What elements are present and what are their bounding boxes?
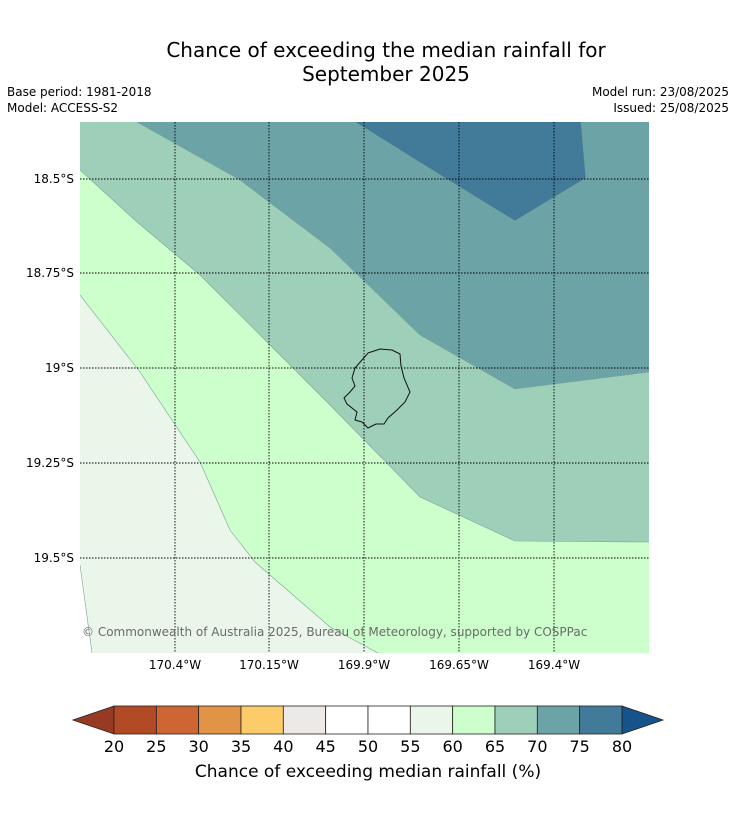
colorbar-tick-label: 50 xyxy=(358,737,378,756)
map-area xyxy=(80,122,649,653)
colorbar-segment xyxy=(155,705,200,735)
page-title: Chance of exceeding the median rainfall … xyxy=(0,38,736,86)
colorbar: 20 25 30 35 40 45 50 55 60 65 70 75 80 xyxy=(71,705,665,756)
lon-label: 170.4°W xyxy=(149,658,201,672)
colorbar-tick-label: 65 xyxy=(485,737,505,756)
lon-label: 170.15°W xyxy=(239,658,299,672)
lat-label: 18.5°S xyxy=(34,172,74,186)
colorbar-tick-label: 75 xyxy=(569,737,589,756)
colorbar-label: Chance of exceeding median rainfall (%) xyxy=(194,762,542,782)
model-run: Model run: 23/08/2025 xyxy=(591,85,729,99)
colorbar-tick-label: 30 xyxy=(188,737,208,756)
colorbar-tick-label: 80 xyxy=(612,737,632,756)
colorbar-segment xyxy=(494,705,538,735)
lat-label: 19.5°S xyxy=(34,551,74,565)
colorbar-tick-label: 45 xyxy=(315,737,335,756)
colorbar-segment xyxy=(409,705,454,735)
colorbar-segment xyxy=(452,705,496,735)
grid-lines xyxy=(80,122,649,653)
contour-lines xyxy=(80,122,649,653)
colorbar-tick-label: 55 xyxy=(400,737,420,756)
lat-labels: 18.5°S 18.75°S 19°S 19.25°S 19.5°S xyxy=(26,172,74,565)
lat-label: 19°S xyxy=(45,361,74,375)
colorbar-tick-label: 70 xyxy=(527,737,547,756)
copyright-notice: © Commonwealth of Australia 2025, Bureau… xyxy=(82,625,588,639)
colorbar-segment xyxy=(198,705,242,735)
lon-labels: 170.4°W 170.15°W 169.9°W 169.65°W 169.4°… xyxy=(149,658,580,672)
lon-label: 169.65°W xyxy=(429,658,489,672)
colorbar-segment xyxy=(282,705,327,735)
lat-label: 18.75°S xyxy=(26,266,74,280)
colorbar-tick-label: 25 xyxy=(146,737,166,756)
meta-right: Model run: 23/08/2025 Issued: 25/08/2025 xyxy=(592,84,729,116)
colorbar-tick-label: 35 xyxy=(231,737,251,756)
colorbar-segment xyxy=(325,705,369,735)
base-period: Base period: 1981-2018 xyxy=(7,85,152,99)
colorbar-tick-label: 20 xyxy=(104,737,124,756)
colorbar-under-arrow xyxy=(71,705,115,735)
lon-label: 169.4°W xyxy=(528,658,580,672)
zone-55-60 xyxy=(80,295,378,653)
colorbar-segment xyxy=(536,705,581,735)
island-outline xyxy=(343,348,411,429)
meta-left: Base period: 1981-2018 Model: ACCESS-S2 xyxy=(7,84,152,116)
colorbar-tick-label: 60 xyxy=(442,737,462,756)
model-name: Model: ACCESS-S2 xyxy=(7,101,119,115)
title-line-1: Chance of exceeding the median rainfall … xyxy=(166,38,606,62)
colorbar-segment xyxy=(240,705,284,735)
colorbar-ticks: 20 25 30 35 40 45 50 55 60 65 70 75 80 xyxy=(104,737,632,756)
colorbar-segment xyxy=(579,705,623,735)
colorbar-segment xyxy=(367,705,411,735)
zone-75-80 xyxy=(355,122,586,221)
issued-date: Issued: 25/08/2025 xyxy=(613,101,729,115)
lon-label: 169.9°W xyxy=(338,658,390,672)
colorbar-tick-label: 40 xyxy=(273,737,293,756)
colorbar-over-arrow xyxy=(621,705,665,735)
colorbar-segments xyxy=(113,705,623,735)
title-line-2: September 2025 xyxy=(302,62,470,86)
lat-label: 19.25°S xyxy=(26,456,74,470)
colorbar-segment xyxy=(113,705,157,735)
